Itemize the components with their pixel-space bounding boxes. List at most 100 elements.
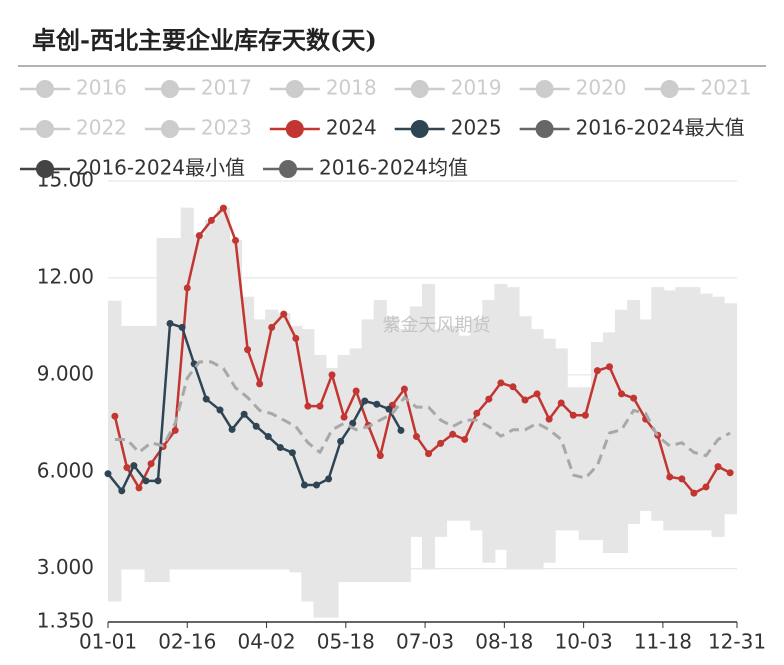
legend-icon [36,80,54,98]
legend-icon [285,120,304,138]
data-point [569,411,577,419]
data-point [497,379,505,387]
data-point [123,464,131,472]
legend-icon [279,160,298,178]
legend-item[interactable]: 2020 [519,76,627,100]
data-point [545,415,553,423]
legend-label: 2025 [451,116,502,140]
legend-icon [36,160,54,178]
data-point [280,310,288,318]
data-point [400,385,408,393]
data-point [361,397,369,405]
legend-icon [535,80,554,98]
y-tick-label: 3.000 [37,555,94,579]
legend-icon [660,80,679,98]
legend-item[interactable]: 2025 [394,116,502,140]
data-point [288,449,296,457]
legend-item[interactable]: 2023 [144,116,252,140]
legend-label: 2017 [201,76,252,100]
legend-icon [160,120,179,138]
legend-item[interactable]: 2017 [144,76,252,100]
data-point [135,484,143,492]
data-point [219,204,227,212]
data-point [678,475,686,483]
data-point [166,319,174,327]
data-point [340,413,348,421]
x-tick-label: 08-18 [475,630,533,654]
data-point [557,399,565,407]
y-tick-label: 12.00 [37,264,94,288]
legend-label: 2022 [76,116,127,140]
y-tick-label: 6.000 [37,458,94,482]
legend-label: 2020 [576,76,627,100]
data-point [666,473,674,481]
data-point [268,323,276,331]
data-point [533,390,541,398]
x-tick-label: 04-02 [237,630,295,654]
legend-label: 2016-2024均值 [319,156,468,180]
range-band [108,208,737,618]
legend-label: 2023 [201,116,252,140]
legend-label: 2019 [451,76,502,100]
data-point [702,483,710,491]
legend-item[interactable]: 2022 [20,116,127,140]
chart-title: 卓创-西北主要企业库存天数(天) [32,26,377,55]
data-point [300,481,308,489]
legend-item[interactable]: 2016 [20,76,127,100]
legend-item[interactable]: 2016-2024最大值 [519,116,745,140]
y-tick-label: 9.000 [37,361,94,385]
data-point [373,400,381,408]
data-point [207,216,215,224]
data-point [216,406,224,414]
x-tick-label: 11-18 [634,630,692,654]
data-point [111,412,119,420]
legend-item[interactable]: 2016-2024最小值 [20,156,245,180]
y-tick-label: 1.350 [37,609,94,633]
data-point [171,426,179,434]
legend-icon [535,120,554,138]
legend-item[interactable]: 2021 [644,76,752,100]
data-point [349,419,357,427]
data-point [618,390,626,398]
data-point [412,433,420,441]
data-point [325,475,333,483]
data-point [690,489,698,497]
data-point [328,371,336,379]
legend-label: 2021 [701,76,752,100]
data-point [461,435,469,443]
watermark: 紫金天风期货 [383,315,491,336]
data-point [316,402,324,410]
data-point [202,395,210,403]
legend-item[interactable]: 2016-2024均值 [263,156,468,180]
data-point [147,460,155,468]
data-point [714,463,722,471]
data-point [449,430,457,438]
data-point [228,425,236,433]
x-tick-label: 05-18 [317,630,375,654]
data-point [256,380,264,388]
legend-item[interactable]: 2018 [269,76,377,100]
band-edge [108,510,737,618]
data-point [630,394,638,402]
legend-label: 2024 [326,116,377,140]
data-point [521,396,529,404]
x-tick-label: 10-03 [555,630,613,654]
data-point [485,395,493,403]
data-point [593,367,601,375]
data-point [178,323,186,331]
legend-label: 2016 [76,76,127,100]
data-point [726,469,734,477]
data-point [244,346,252,354]
x-tick-label: 07-03 [396,630,454,654]
data-point [437,439,445,447]
data-point [509,383,517,391]
legend-item[interactable]: 2019 [394,76,502,100]
data-point [252,422,260,430]
legend-item[interactable]: 2024 [269,116,377,140]
legend-label: 2018 [326,76,377,100]
data-point [352,387,360,395]
series-line [113,206,731,495]
data-point [605,363,613,371]
data-point [130,462,138,470]
